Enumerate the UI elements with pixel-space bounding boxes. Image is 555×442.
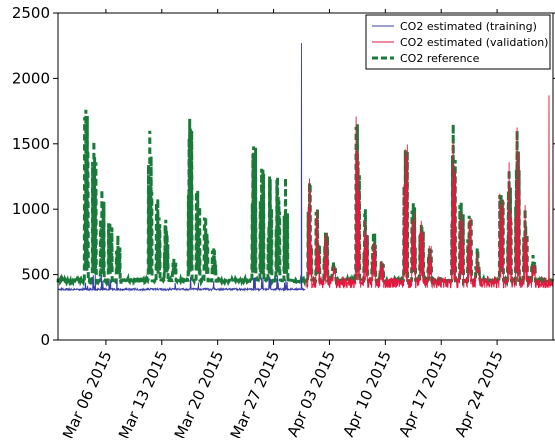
x-tick-label: Mar 20 2015 (171, 348, 228, 438)
x-tick-label: Apr 10 2015 (339, 348, 395, 438)
legend: CO2 estimated (training) CO2 estimated (v… (365, 14, 551, 70)
x-tick-label: Mar 06 2015 (59, 348, 116, 438)
y-tick-label: 1500 (12, 135, 50, 153)
validation-series-layer (305, 95, 554, 290)
y-tick-label: 1000 (12, 200, 50, 218)
y-tick-label: 2000 (12, 69, 50, 87)
legend-label: CO2 estimated (training) (400, 20, 537, 33)
y-tick-label: 0 (40, 331, 50, 349)
plot-frame (57, 12, 554, 341)
y-axis: 0 500 1000 1500 2000 2500 (12, 4, 555, 349)
series-line-validation (305, 95, 554, 290)
x-tick-label: Apr 03 2015 (284, 348, 340, 438)
y-tick-label: 2500 (12, 4, 50, 22)
series-line-training (57, 43, 306, 293)
legend-label: CO2 reference (400, 52, 480, 65)
training-series-layer (57, 43, 306, 293)
series-line-reference (56, 109, 555, 289)
x-tick-label: Mar 27 2015 (227, 348, 284, 438)
y-tick-label: 500 (21, 266, 50, 284)
reference-series-layer (56, 109, 555, 289)
x-tick-label: Apr 17 2015 (395, 348, 451, 438)
legend-box (365, 14, 551, 70)
legend-label: CO2 estimated (validation) (400, 36, 548, 49)
x-tick-label: Apr 24 2015 (451, 348, 507, 438)
x-tick-label: Mar 13 2015 (115, 348, 172, 438)
